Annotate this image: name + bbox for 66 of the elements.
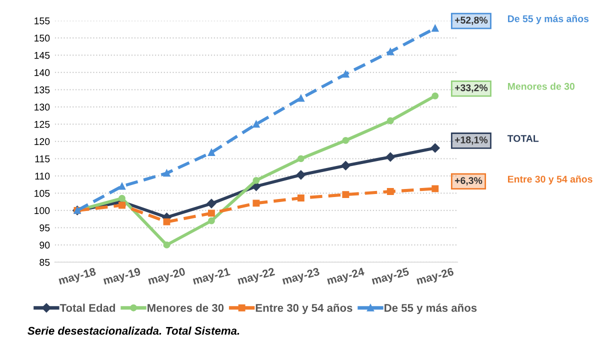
text: Serie desestacionalizada. Total Sistema. — [28, 326, 240, 335]
x-tick-label: may-26 — [416, 267, 455, 287]
point — [208, 149, 215, 156]
y-tick-label: 120 — [34, 138, 50, 146]
point — [163, 218, 170, 226]
point — [252, 176, 260, 184]
point — [342, 191, 350, 198]
x-tick-label: may-19 — [102, 267, 142, 287]
point — [163, 170, 170, 177]
x-tick-label: may-25 — [371, 267, 410, 287]
text: De 55 y más años — [508, 14, 589, 24]
y-tick-label: 135 — [34, 86, 50, 94]
point — [252, 120, 260, 128]
annotation: +18,1% — [454, 136, 488, 145]
text: Entre 30 y 54 años — [508, 176, 592, 185]
y-tick-label: 150 — [34, 34, 50, 42]
legend-label: De 55 y más años — [384, 304, 477, 314]
y-tick-label: 95 — [40, 224, 50, 232]
point — [118, 182, 126, 190]
annotation: +33,2% — [454, 84, 488, 93]
point — [342, 70, 350, 78]
y-tick-label: 130 — [34, 104, 50, 111]
x-tick-label: may-20 — [148, 267, 186, 287]
x-tick-label: may-24 — [326, 267, 366, 287]
point — [432, 185, 439, 192]
x-tick-label: may-18 — [58, 267, 97, 287]
y-tick-label: 85 — [40, 258, 50, 266]
point — [342, 136, 350, 144]
point — [163, 241, 170, 248]
y-tick-label: 140 — [34, 69, 50, 76]
point — [430, 143, 440, 153]
text: Menores de 30 — [508, 82, 574, 90]
point — [297, 155, 304, 162]
x-tick-label: may-21 — [192, 267, 232, 287]
y-tick-label: 155 — [34, 18, 50, 24]
point — [341, 160, 350, 170]
annotation: +6,3% — [454, 177, 482, 186]
point — [118, 202, 126, 209]
point — [208, 217, 215, 224]
point — [386, 188, 394, 195]
x-tick-label: may-22 — [237, 267, 276, 287]
annotation: +52,8% — [454, 16, 488, 25]
point — [386, 152, 396, 162]
point — [296, 170, 306, 180]
y-tick-label: 90 — [40, 242, 50, 249]
y-tick-label: 145 — [34, 52, 50, 59]
y-tick-label: 105 — [34, 190, 50, 197]
y-tick-label: 100 — [34, 207, 50, 214]
y-tick-label: 115 — [35, 156, 50, 162]
x-tick-label: may-23 — [282, 267, 320, 287]
point — [297, 194, 304, 202]
point — [386, 48, 394, 56]
point — [386, 117, 394, 124]
point — [208, 210, 215, 217]
point — [297, 94, 304, 102]
legend-label: Menores de 30 — [148, 304, 224, 312]
point — [206, 198, 216, 208]
legend-label: Entre 30 y 54 años — [256, 304, 352, 314]
legend-label: Total Edad — [60, 304, 116, 312]
text: TOTAL — [507, 135, 539, 142]
y-tick-label: 110 — [35, 172, 50, 180]
y-tick-label: 125 — [34, 120, 50, 128]
point — [432, 24, 439, 32]
point — [252, 200, 260, 207]
point — [118, 194, 126, 202]
point — [432, 92, 439, 100]
